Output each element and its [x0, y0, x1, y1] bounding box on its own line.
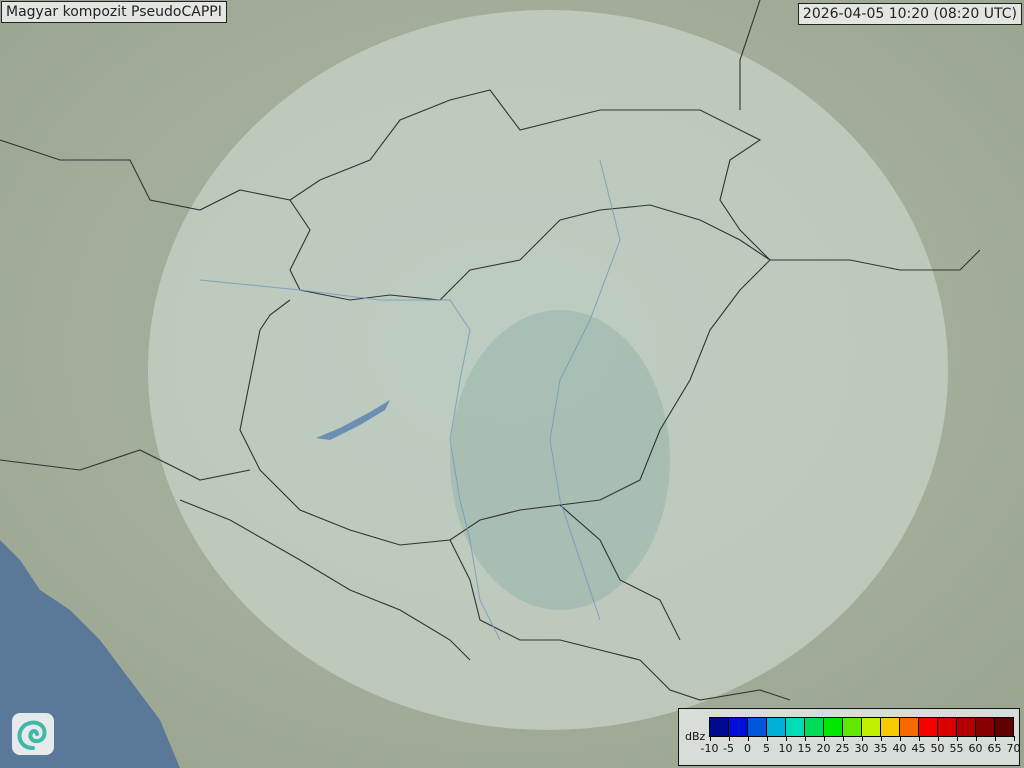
legend-color-cell — [824, 718, 843, 736]
legend-tick-label: 10 — [778, 742, 793, 755]
legend-color-cell — [957, 718, 976, 736]
legend-tick-mark — [728, 736, 730, 741]
legend-color-cell — [862, 718, 881, 736]
legend-tick-label: -5 — [723, 742, 734, 755]
adriatic-sea — [0, 540, 180, 768]
legend-tick-label: 0 — [744, 742, 751, 755]
legend-tick-mark — [823, 736, 825, 741]
legend-tick-mark — [709, 736, 711, 741]
legend-tick-mark — [861, 736, 863, 741]
legend-tick-mark — [880, 736, 882, 741]
legend-tick-label: 25 — [835, 742, 850, 755]
legend-tick-mark — [918, 736, 920, 741]
legend-tick-label: 35 — [873, 742, 888, 755]
legend-tick-label: 65 — [987, 742, 1002, 755]
dbz-color-legend: dBz -10 -5 0 5 10 15 20 25 30 35 40 45 50 55 60 65 70 — [678, 708, 1021, 766]
legend-tick-label: 50 — [930, 742, 945, 755]
color-scale-bar — [709, 717, 1014, 737]
rivers — [199, 159, 621, 641]
legend-color-cell — [938, 718, 957, 736]
legend-tick-label: 70 — [1006, 742, 1021, 755]
legend-tick-label: 60 — [968, 742, 983, 755]
legend-color-cell — [995, 718, 1013, 736]
lake-balaton — [316, 400, 390, 440]
lowland-area — [450, 310, 670, 610]
legend-tick-mark — [766, 736, 768, 741]
legend-tick-label: 40 — [892, 742, 907, 755]
legend-color-cell — [710, 718, 729, 736]
radar-coverage-area — [148, 10, 948, 730]
timestamp: 2026-04-05 10:20 (08:20 UTC) — [797, 3, 1022, 25]
legend-tick-mark — [747, 736, 749, 741]
legend-tick-label: 20 — [816, 742, 831, 755]
country-borders — [0, 0, 981, 701]
legend-color-cell — [786, 718, 805, 736]
legend-color-cell — [881, 718, 900, 736]
legend-tick-mark — [842, 736, 844, 741]
legend-color-cell — [900, 718, 919, 736]
legend-color-cell — [767, 718, 786, 736]
legend-unit: dBz — [685, 730, 706, 743]
swirl-logo-icon — [12, 713, 54, 755]
legend-tick-label: 15 — [797, 742, 812, 755]
legend-tick-label: 30 — [854, 742, 869, 755]
legend-color-cell — [919, 718, 938, 736]
legend-tick-label: 45 — [911, 742, 926, 755]
legend-tick-mark — [899, 736, 901, 741]
legend-tick-mark — [1013, 736, 1015, 741]
legend-color-cell — [729, 718, 748, 736]
legend-tick-label: -10 — [700, 742, 719, 755]
legend-tick-label: 55 — [949, 742, 964, 755]
legend-color-cell — [976, 718, 995, 736]
legend-tick-mark — [804, 736, 806, 741]
legend-color-cell — [748, 718, 767, 736]
legend-color-cell — [843, 718, 862, 736]
legend-color-cell — [805, 718, 824, 736]
legend-tick-mark — [994, 736, 996, 741]
legend-tick-mark — [937, 736, 939, 741]
product-title: Magyar kompozit PseudoCAPPI — [1, 1, 227, 23]
legend-tick-mark — [975, 736, 977, 741]
legend-tick-label: 5 — [763, 742, 770, 755]
legend-tick-mark — [956, 736, 958, 741]
legend-tick-mark — [785, 736, 787, 741]
